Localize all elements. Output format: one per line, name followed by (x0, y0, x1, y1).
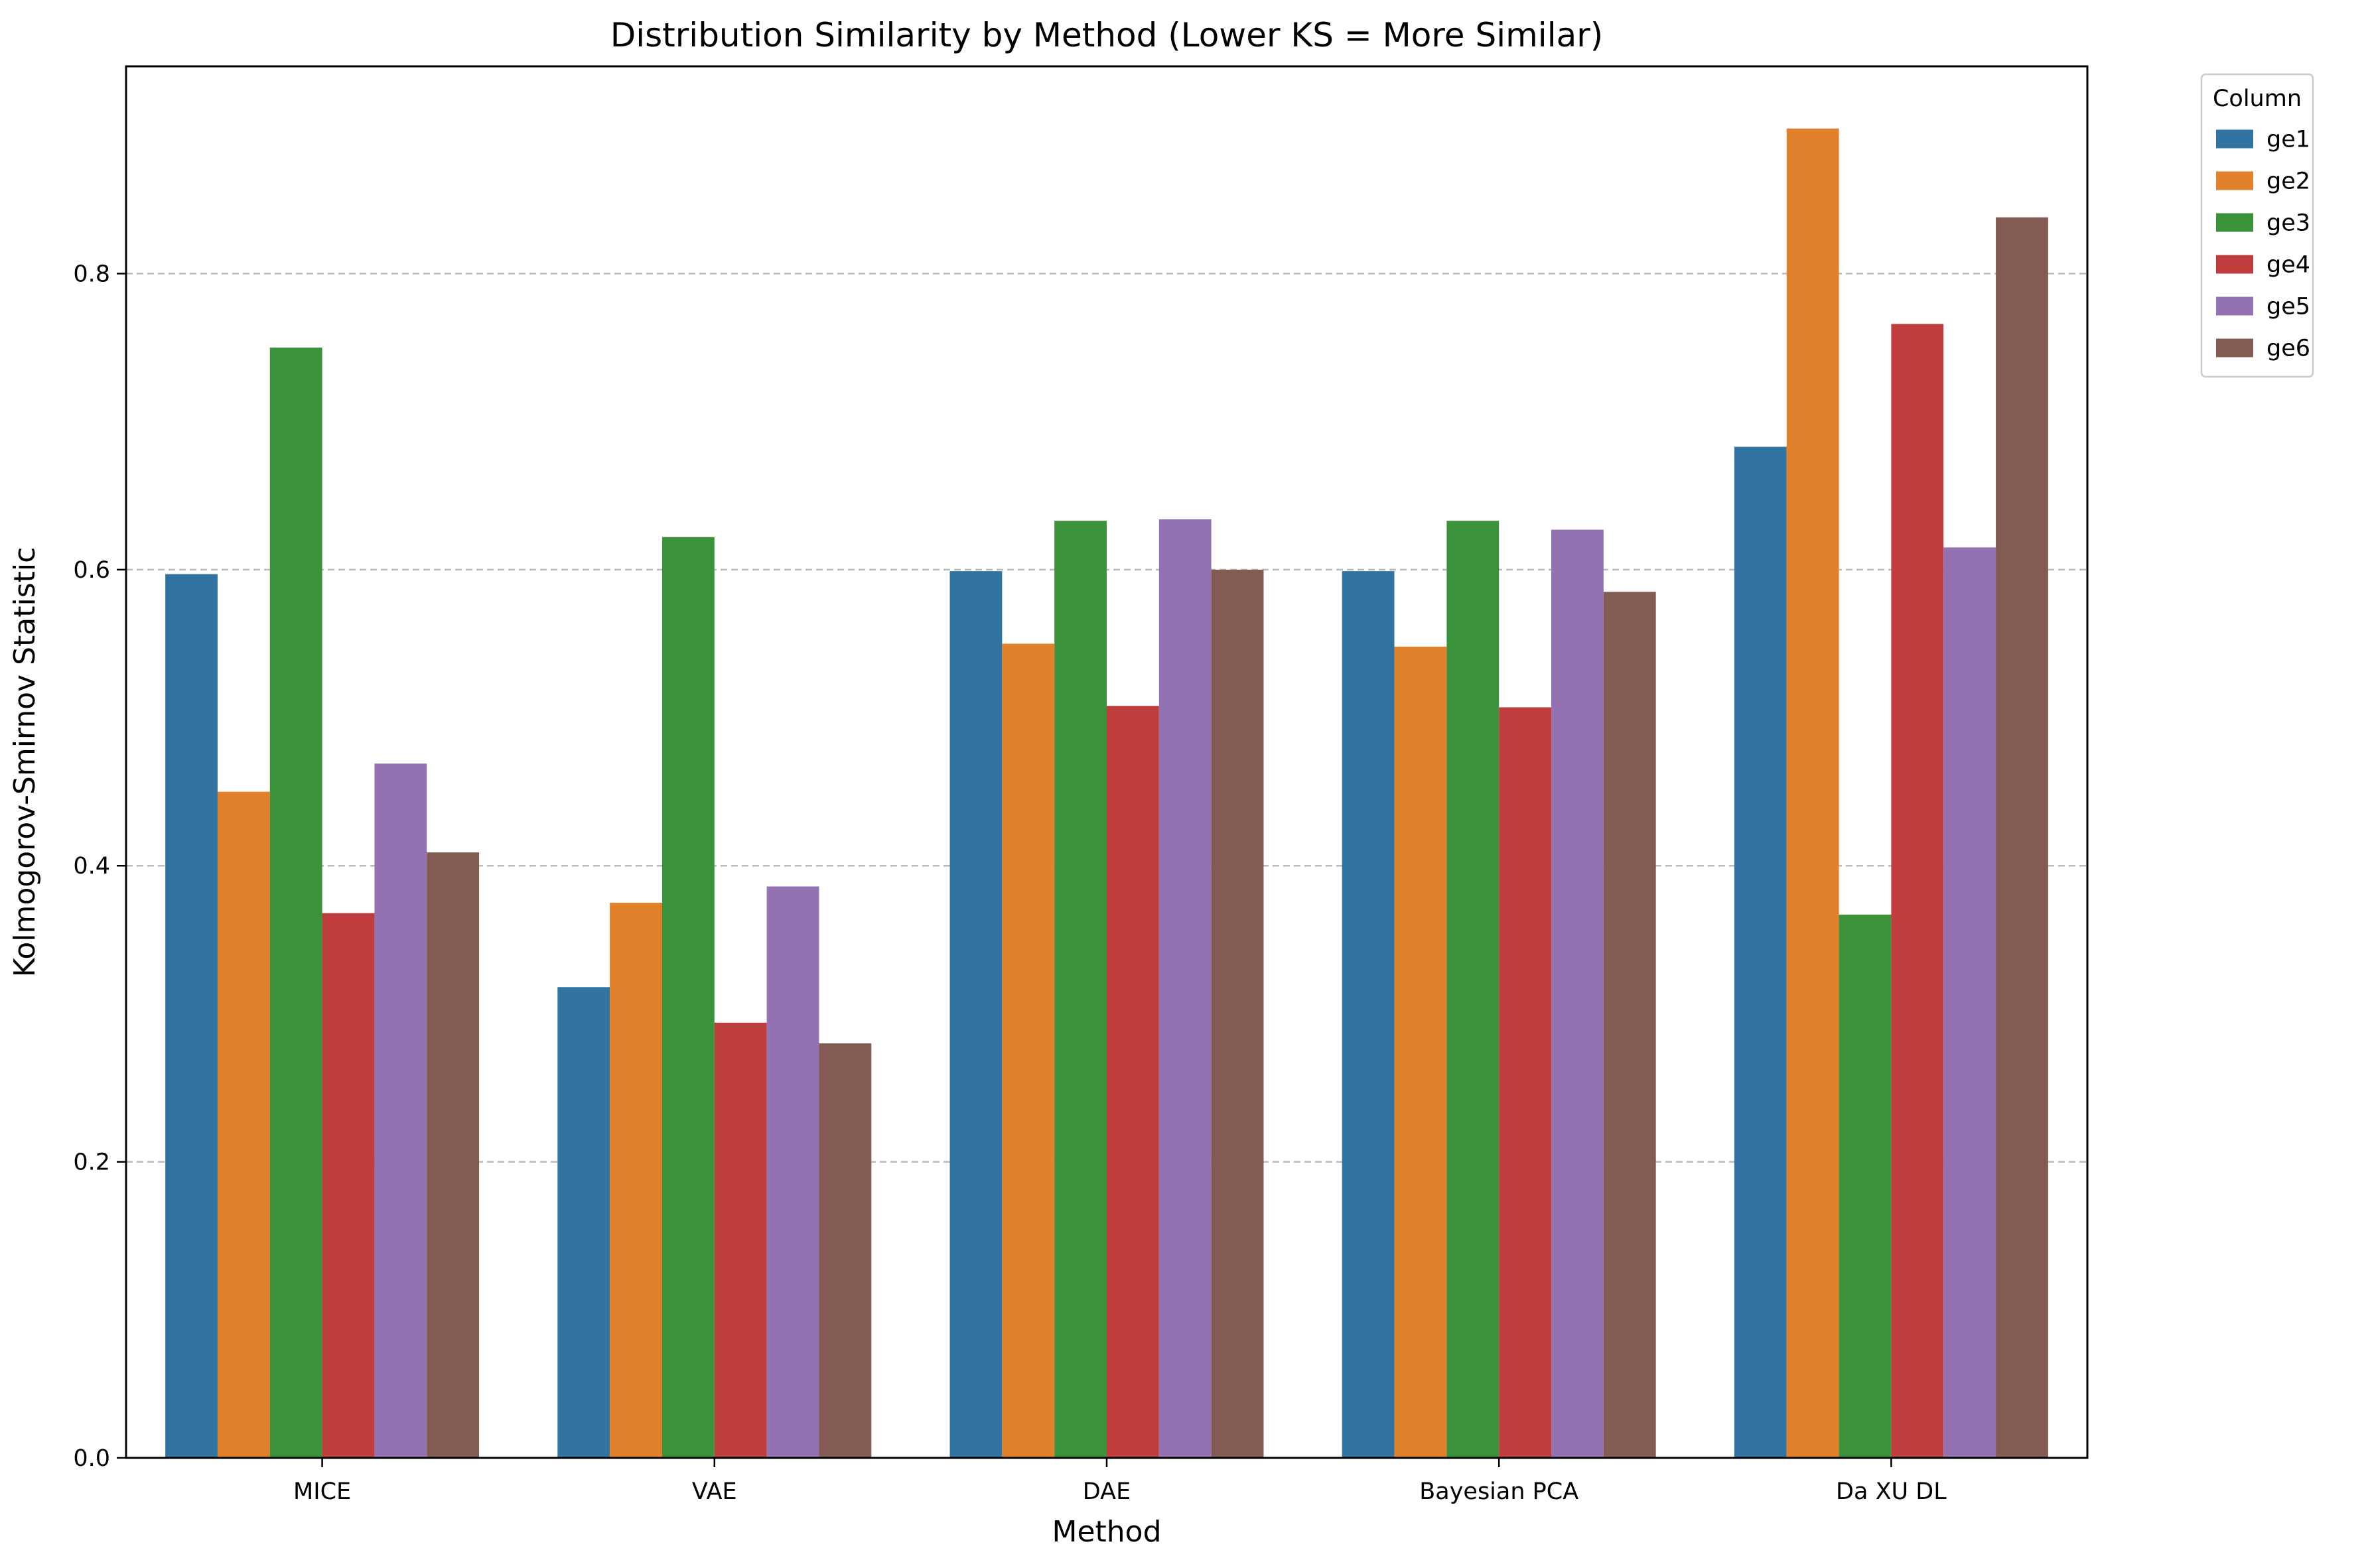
y-tick-label: 0.4 (73, 853, 110, 880)
bar-ge4 (1891, 324, 1944, 1459)
bar-ge1 (557, 987, 610, 1458)
x-tick-label: Da XU DL (1836, 1478, 1947, 1505)
bar-ge4 (322, 913, 375, 1458)
legend-label-ge1: ge1 (2266, 127, 2310, 153)
bar-ge3 (269, 348, 322, 1458)
legend-label-ge5: ge5 (2266, 294, 2310, 320)
bar-ge4 (714, 1022, 767, 1458)
chart-title: Distribution Similarity by Method (Lower… (610, 16, 1604, 54)
y-tick-label: 0.8 (73, 261, 110, 287)
bar-ge1 (949, 571, 1003, 1458)
bar-ge1 (165, 574, 218, 1458)
bar-ge2 (1786, 128, 1839, 1458)
bar-ge1 (1734, 446, 1787, 1459)
legend-label-ge4: ge4 (2266, 252, 2310, 279)
bars (165, 128, 2048, 1459)
bar-ge5 (1551, 529, 1604, 1458)
bar-ge3 (1446, 521, 1499, 1458)
bar-ge2 (610, 903, 662, 1458)
legend-swatch-ge5 (2216, 296, 2253, 316)
legend-swatch-ge4 (2216, 255, 2253, 274)
x-tick-label: VAE (692, 1478, 737, 1505)
legend-title: Column (2213, 86, 2302, 112)
bar-ge1 (1342, 571, 1395, 1458)
bar-ge6 (1603, 592, 1656, 1458)
bar-ge3 (662, 537, 715, 1458)
bar-ge5 (1158, 519, 1212, 1458)
legend-items: ge1 ge2 ge3 ge4 ge5 ge6 (2216, 127, 2310, 362)
bar-ge6 (427, 852, 480, 1458)
legend-swatch-ge2 (2216, 171, 2253, 190)
x-axis-label: Method (1052, 1515, 1161, 1549)
x-tick-label: MICE (293, 1478, 351, 1505)
legend-label-ge3: ge3 (2266, 210, 2310, 237)
bar-ge4 (1107, 706, 1159, 1458)
legend-label-ge6: ge6 (2266, 336, 2310, 362)
y-tick-label: 0.0 (73, 1445, 110, 1472)
x-tick-label: DAE (1083, 1478, 1131, 1505)
legend-label-ge2: ge2 (2266, 168, 2310, 195)
y-axis: 0.0 0.2 0.4 0.6 0.8 (73, 261, 126, 1472)
bar-ge2 (217, 791, 270, 1458)
legend-swatch-ge3 (2216, 213, 2253, 232)
y-tick-label: 0.2 (73, 1149, 110, 1176)
bar-ge5 (766, 886, 819, 1458)
bar-ge6 (1996, 217, 2048, 1459)
x-axis: MICE VAE DAE Bayesian PCA Da XU DL (293, 1458, 1947, 1505)
legend: Column ge1 ge2 ge3 ge4 ge5 ge6 (2200, 73, 2314, 378)
legend-swatch-ge1 (2216, 129, 2253, 149)
x-tick-label: Bayesian PCA (1419, 1478, 1578, 1505)
bar-ge5 (1943, 547, 1996, 1458)
bar-ge6 (1211, 569, 1264, 1458)
legend-swatch-ge6 (2216, 338, 2253, 358)
bar-ge2 (1002, 643, 1055, 1459)
bar-ge6 (819, 1043, 872, 1458)
bar-ge3 (1839, 914, 1892, 1458)
bar-ge3 (1054, 521, 1107, 1458)
bar-ge4 (1499, 707, 1552, 1458)
y-tick-label: 0.6 (73, 557, 110, 584)
bar-ge2 (1394, 646, 1447, 1458)
bar-ge5 (374, 763, 427, 1458)
y-axis-label: Kolmogorov-Smirnov Statistic (8, 547, 42, 978)
